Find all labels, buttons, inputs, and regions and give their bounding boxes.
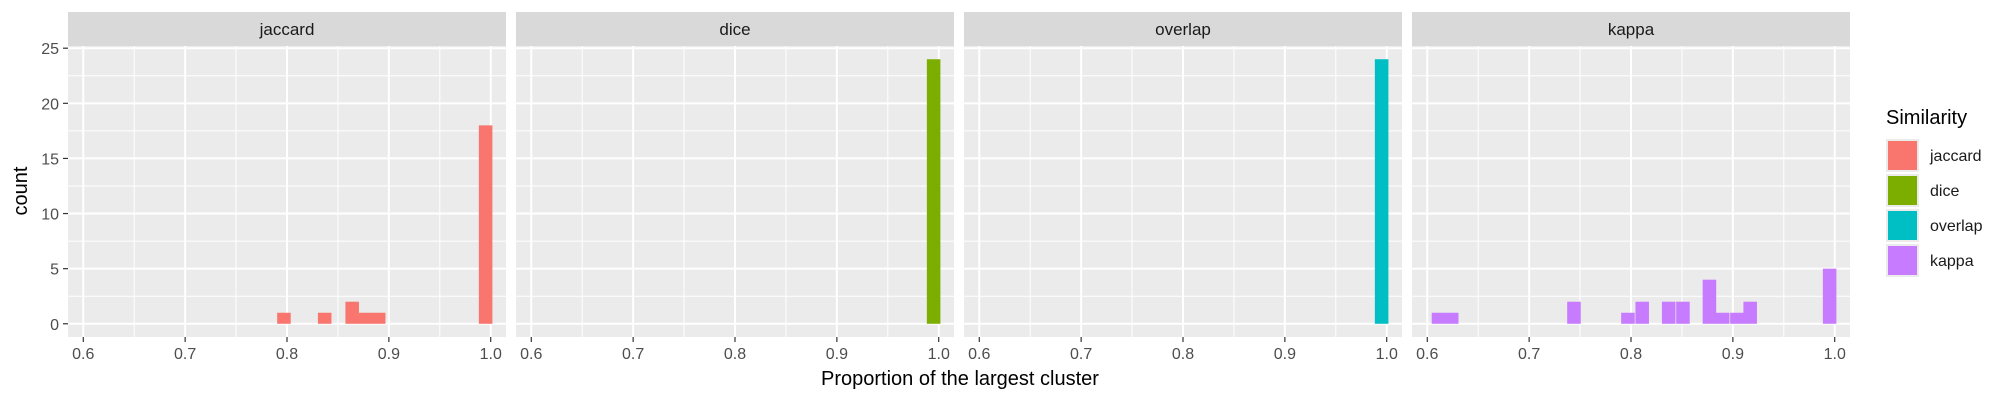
x-tick-label: 0.6	[968, 346, 990, 363]
y-tick-label: 25	[41, 41, 59, 58]
x-tick-label: 0.7	[1070, 346, 1092, 363]
histogram-bar	[478, 125, 493, 324]
x-tick-label: 0.9	[1722, 346, 1744, 363]
legend-key-kappa	[1888, 246, 1917, 275]
x-tick-label: 0.6	[72, 346, 94, 363]
legend-label-dice: dice	[1930, 183, 1959, 200]
facet-strip-label: jaccard	[259, 20, 315, 39]
legend-label-overlap: overlap	[1930, 218, 1983, 235]
y-tick-label: 0	[50, 317, 59, 334]
legend-label-jaccard: jaccard	[1929, 148, 1982, 165]
histogram-bar	[1743, 301, 1757, 324]
y-tick-label: 10	[41, 207, 59, 224]
y-tick-label: 20	[41, 96, 59, 113]
legend-key-dice	[1888, 176, 1917, 205]
facet-strip-label: kappa	[1608, 20, 1655, 39]
x-tick-label: 0.8	[724, 346, 746, 363]
x-axis-title: Proportion of the largest cluster	[821, 368, 1099, 390]
y-tick-label: 15	[41, 151, 59, 168]
histogram-bar	[1635, 301, 1649, 324]
histogram-bar	[1661, 301, 1676, 324]
x-tick-label: 1.0	[480, 346, 502, 363]
histogram-bar	[317, 312, 332, 324]
facet-panels: jaccard 0.6 0.7 0.8 0.9 1.0 0 5 10 15 20 25 dice 0.6 0…	[41, 12, 1850, 363]
facet-kappa: kappa 0.6 0.7 0.8 0.9 1.0	[1412, 12, 1850, 363]
x-tick-label: 0.8	[276, 346, 298, 363]
facet-strip	[1412, 12, 1850, 46]
legend: Similarity jaccard dice overlap kappa	[1886, 107, 1983, 277]
histogram-bar	[1822, 268, 1837, 324]
y-axis-title: count	[10, 166, 32, 215]
x-tick-label: 0.6	[1416, 346, 1438, 363]
facet-overlap: overlap 0.6 0.7 0.8 0.9 1.0	[964, 12, 1402, 363]
histogram-bar	[1567, 301, 1581, 324]
x-tick-label: 1.0	[1376, 346, 1398, 363]
histogram-bar	[371, 312, 386, 324]
x-tick-label: 0.6	[520, 346, 542, 363]
histogram-bar	[1621, 312, 1635, 324]
facet-strip-label: dice	[719, 20, 750, 39]
facet-jaccard: jaccard 0.6 0.7 0.8 0.9 1.0 0 5 10 15 20 25	[41, 12, 506, 363]
x-tick-label: 1.0	[928, 346, 950, 363]
facet-dice: dice 0.6 0.7 0.8 0.9 1.0	[516, 12, 954, 363]
histogram-bar	[277, 312, 291, 324]
legend-key-jaccard	[1888, 141, 1917, 170]
histogram-bar	[358, 312, 373, 324]
x-tick-label: 0.8	[1172, 346, 1194, 363]
histogram-bar	[345, 301, 359, 324]
facet-strip	[516, 12, 954, 46]
x-tick-label: 0.9	[826, 346, 848, 363]
histogram-bar	[1431, 312, 1446, 324]
legend-key-overlap	[1888, 211, 1917, 240]
histogram-bar	[1374, 59, 1389, 324]
legend-items: jaccard dice overlap kappa	[1886, 139, 1983, 277]
histogram-bar	[1676, 301, 1690, 324]
x-tick-label: 0.8	[1620, 346, 1642, 363]
legend-label-kappa: kappa	[1930, 253, 1974, 270]
histogram-bar	[1730, 312, 1744, 324]
x-tick-label: 1.0	[1824, 346, 1846, 363]
x-tick-label: 0.7	[174, 346, 196, 363]
x-tick-label: 0.9	[1274, 346, 1296, 363]
facet-strip-label: overlap	[1155, 20, 1211, 39]
x-tick-label: 0.7	[622, 346, 644, 363]
x-tick-label: 0.9	[378, 346, 400, 363]
histogram-bar	[1715, 312, 1730, 324]
legend-title: Similarity	[1886, 107, 1967, 129]
histogram-bar	[1702, 279, 1717, 324]
facet-strip	[964, 12, 1402, 46]
y-tick-label: 5	[50, 262, 59, 279]
histogram-bar	[1444, 312, 1459, 324]
histogram-bar	[926, 59, 941, 324]
x-tick-label: 0.7	[1518, 346, 1540, 363]
facet-strip	[68, 12, 506, 46]
